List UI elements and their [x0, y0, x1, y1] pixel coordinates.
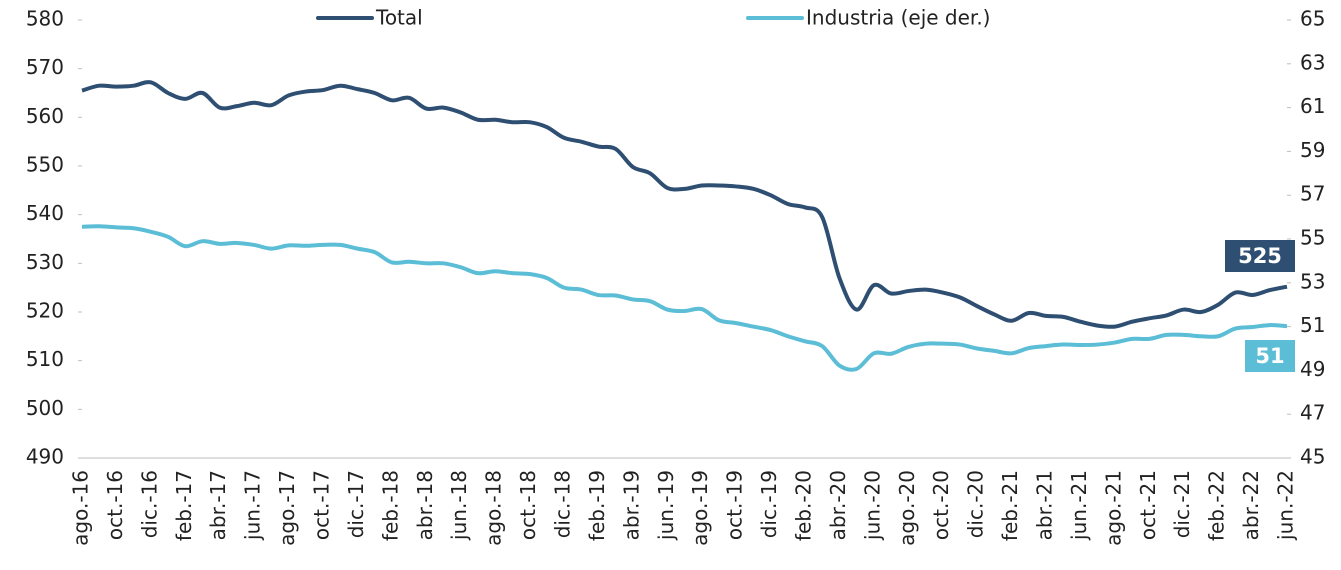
- x-tick-label: oct.-16: [103, 470, 127, 540]
- legend-label: Total: [375, 6, 423, 30]
- line-series: [81, 80, 1288, 329]
- x-tick-label: dic.-19: [757, 470, 781, 538]
- x-tick-label: abr.-22: [1239, 470, 1263, 540]
- x-tick-label: feb.-22: [1205, 470, 1229, 541]
- line-series: [81, 224, 1288, 372]
- x-tick-label: abr.-20: [826, 470, 850, 540]
- x-tick-label: jun.-18: [447, 470, 471, 541]
- x-tick-label: ago.-16: [69, 470, 93, 546]
- x-tick-label: feb.-18: [378, 470, 402, 541]
- y2-tick-label: 55: [1300, 226, 1325, 250]
- x-tick-label: abr.-17: [206, 470, 230, 540]
- y2-tick-label: 49: [1300, 357, 1325, 381]
- y2-tick-label: 47: [1300, 401, 1325, 425]
- x-tick-label: feb.-17: [172, 470, 196, 541]
- x-tick-label: oct.-20: [929, 470, 953, 540]
- y2-tick-label: 57: [1300, 182, 1325, 206]
- y2-tick-label: 51: [1300, 313, 1325, 337]
- x-tick-label: ago.-20: [895, 470, 919, 546]
- x-tick-label: jun.-19: [654, 470, 678, 541]
- x-tick-label: ago.-19: [688, 470, 712, 546]
- x-tick-label: feb.-21: [998, 470, 1022, 541]
- end-label: 51: [1255, 344, 1284, 368]
- y-tick-label: 530: [26, 250, 64, 274]
- y-tick-label: 490: [26, 445, 64, 469]
- end-label-box: [1225, 240, 1295, 272]
- x-tick-label: oct.-21: [1136, 470, 1160, 540]
- x-tick-label: ago.-17: [275, 470, 299, 546]
- x-tick-label: ago.-21: [1101, 470, 1125, 546]
- y2-tick-label: 65: [1300, 7, 1325, 31]
- y-tick-label: 500: [26, 396, 64, 420]
- x-tick-label: feb.-19: [585, 470, 609, 541]
- x-tick-label: jun.-21: [1067, 470, 1091, 541]
- y-tick-label: 560: [26, 104, 64, 128]
- x-tick-label: dic.-21: [1170, 470, 1194, 538]
- x-tick-label: dic.-20: [964, 470, 988, 538]
- y2-tick-label: 59: [1300, 138, 1325, 162]
- x-tick-label: dic.-17: [344, 470, 368, 538]
- y2-tick-label: 63: [1300, 50, 1325, 74]
- y-tick-label: 580: [26, 7, 64, 31]
- x-tick-label: oct.-17: [310, 470, 334, 540]
- x-tick-label: jun.-20: [860, 470, 884, 541]
- x-tick-label: oct.-19: [723, 470, 747, 540]
- y-tick-label: 570: [26, 55, 64, 79]
- y-tick-label: 540: [26, 201, 64, 225]
- y-tick-label: 550: [26, 153, 64, 177]
- x-tick-label: abr.-18: [413, 470, 437, 540]
- x-tick-label: ago.-18: [482, 470, 506, 546]
- end-label: 525: [1238, 244, 1282, 268]
- x-tick-label: abr.-21: [1033, 470, 1057, 540]
- y2-tick-label: 53: [1300, 269, 1325, 293]
- x-tick-label: jun.-17: [241, 470, 265, 541]
- y-tick-label: 520: [26, 299, 64, 323]
- x-tick-label: feb.-20: [792, 470, 816, 541]
- end-label-box: [1245, 340, 1295, 372]
- x-tick-label: dic.-18: [551, 470, 575, 538]
- y-tick-label: 510: [26, 347, 64, 371]
- y2-tick-label: 45: [1300, 445, 1325, 469]
- x-tick-label: abr.-19: [619, 470, 643, 540]
- x-tick-label: oct.-18: [516, 470, 540, 540]
- legend-label: Industria (eje der.): [806, 6, 990, 30]
- x-tick-label: dic.-16: [137, 470, 161, 538]
- x-tick-label: jun.-22: [1274, 470, 1298, 541]
- y2-tick-label: 61: [1300, 94, 1325, 118]
